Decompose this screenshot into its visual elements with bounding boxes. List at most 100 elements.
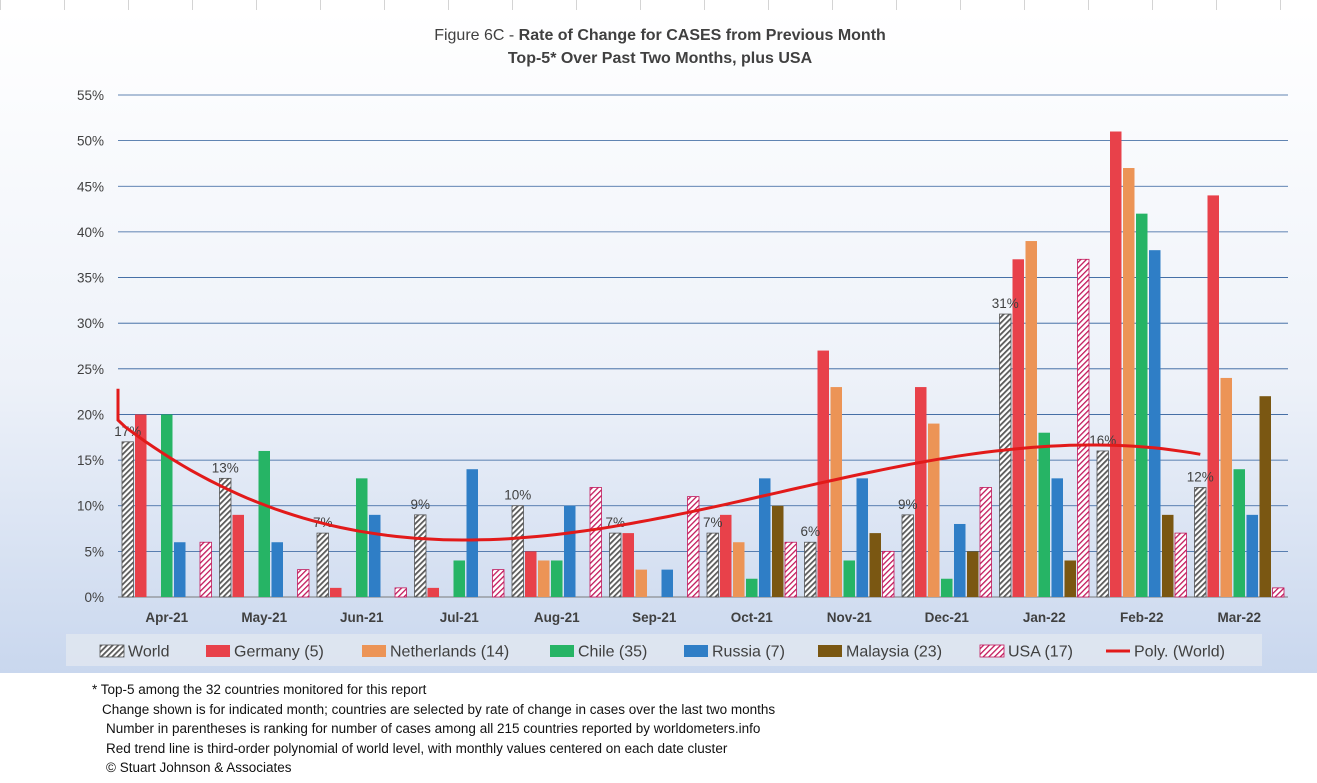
bar-russia-7-oct-21 [759, 478, 771, 597]
y-tick-label: 30% [77, 316, 104, 331]
x-tick-label: Apr-21 [145, 610, 188, 625]
bar-netherlands-14-dec-21 [928, 423, 940, 597]
bar-usa-17-mar-22 [1272, 587, 1285, 598]
y-tick-label: 20% [77, 407, 104, 422]
legend-label-malaysia-23: Malaysia (23) [846, 644, 942, 661]
chart-title-main: Rate of Change for CASES from Previous M… [519, 27, 886, 44]
bar-netherlands-14-nov-21 [830, 387, 842, 597]
bar-germany-5-dec-21 [915, 387, 927, 597]
chart-title: Figure 6C - Rate of Change for CASES fro… [434, 27, 886, 44]
x-tick-label: Jan-22 [1023, 610, 1066, 625]
legend-swatch-russia-7 [684, 645, 708, 657]
bar-usa-17-jul-21 [492, 569, 505, 598]
bar-chile-35-nov-21 [843, 560, 855, 597]
x-tick-label: Nov-21 [827, 610, 873, 625]
chart-area[interactable]: Figure 6C - Rate of Change for CASES fro… [0, 10, 1317, 673]
y-tick-label: 55% [77, 88, 104, 103]
chart: Figure 6C - Rate of Change for CASES fro… [66, 27, 1288, 666]
x-axis-ticks: Apr-21 May-21 Jun-21 Jul-21 Aug-21 Sep-21 Oct-… [145, 610, 1261, 625]
chart-subtitle: Top-5* Over Past Two Months, plus USA [508, 50, 813, 67]
footnote-3: Number in parentheses is ranking for num… [106, 721, 761, 737]
bar-russia-7-may-21 [271, 542, 283, 597]
data-label: 9% [410, 497, 430, 512]
legend-label-netherlands-14: Netherlands (14) [390, 644, 509, 661]
x-tick-label: Mar-22 [1217, 610, 1261, 625]
legend-swatch-germany-5 [206, 645, 230, 657]
bar-usa-17-may-21 [297, 569, 310, 598]
bar-chile-35-mar-22 [1233, 469, 1245, 597]
x-tick-label: Dec-21 [925, 610, 970, 625]
bar-netherlands-14-sep-21 [635, 569, 647, 597]
y-tick-label: 5% [84, 544, 104, 559]
bar-russia-7-mar-22 [1246, 514, 1258, 597]
bar-world-aug-21 [511, 505, 524, 598]
bar-germany-5-may-21 [232, 514, 244, 597]
bar-chile-35-jul-21 [453, 560, 465, 597]
data-label: 6% [800, 524, 820, 539]
bar-netherlands-14-jan-22 [1025, 241, 1037, 597]
bar-netherlands-14-oct-21 [733, 542, 745, 597]
legend-swatch-netherlands-14 [362, 645, 386, 657]
legend-label-russia-7: Russia (7) [712, 644, 785, 661]
bar-world-oct-21 [706, 532, 719, 598]
chart-title-prefix: Figure 6C - [434, 27, 518, 44]
bar-world-jul-21 [414, 514, 427, 598]
bar-chile-35-aug-21 [551, 560, 563, 597]
gridlines [118, 94, 1288, 598]
bar-netherlands-14-feb-22 [1123, 168, 1135, 597]
bar-malaysia-23-oct-21 [772, 505, 784, 597]
footnote-2: Change shown is for indicated month; cou… [102, 701, 776, 717]
data-label: 13% [212, 460, 239, 475]
y-tick-label: 25% [77, 362, 104, 377]
bar-chile-35-dec-21 [941, 578, 953, 597]
bar-russia-7-nov-21 [856, 478, 868, 597]
bar-chile-35-apr-21 [161, 414, 173, 597]
legend[interactable]: World Germany (5) Netherlands (14) Chile (3… [66, 634, 1262, 666]
data-label: 7% [703, 515, 723, 530]
x-tick-label: Jun-21 [340, 610, 384, 625]
bar-malaysia-23-mar-22 [1259, 396, 1271, 597]
bar-world-jan-22 [999, 313, 1012, 598]
bar-usa-17-sep-21 [687, 496, 700, 598]
bar-netherlands-14-mar-22 [1220, 377, 1232, 597]
bar-germany-5-feb-22 [1110, 131, 1122, 597]
bar-usa-17-aug-21 [589, 487, 602, 598]
bar-chile-35-may-21 [258, 450, 270, 597]
y-tick-label: 45% [77, 179, 104, 194]
legend-label-germany-5: Germany (5) [234, 644, 324, 661]
bar-usa-17-nov-21 [882, 550, 895, 598]
bar-germany-5-jan-22 [1012, 259, 1024, 597]
bar-chile-35-feb-22 [1136, 213, 1148, 597]
bar-malaysia-23-jan-22 [1064, 560, 1076, 597]
bar-russia-7-aug-21 [564, 505, 576, 597]
bar-russia-7-jan-22 [1051, 478, 1063, 597]
data-label: 9% [898, 497, 918, 512]
x-tick-label: Jul-21 [440, 610, 480, 625]
bar-usa-17-dec-21 [979, 487, 992, 598]
bar-world-nov-21 [804, 541, 817, 598]
bar-usa-17-apr-21 [199, 541, 212, 598]
legend-swatch-world [99, 644, 125, 658]
bar-netherlands-14-aug-21 [538, 560, 550, 597]
y-axis-ticks: 0% 5% 10% 15% 20% 25% 30% 35% 40% 45% 50% 55% [77, 88, 104, 605]
bar-groups [121, 131, 1285, 598]
data-label: 31% [992, 296, 1019, 311]
bar-germany-5-oct-21 [720, 514, 732, 597]
bar-usa-17-jan-22 [1077, 258, 1090, 598]
legend-label-world: World [128, 644, 170, 661]
bar-russia-7-dec-21 [954, 523, 966, 597]
bar-germany-5-jul-21 [427, 587, 439, 597]
bar-chile-35-oct-21 [746, 578, 758, 597]
x-tick-label: Sep-21 [632, 610, 677, 625]
bar-world-jun-21 [316, 532, 329, 598]
x-tick-label: Feb-22 [1120, 610, 1164, 625]
y-tick-label: 10% [77, 499, 104, 514]
bar-usa-17-jun-21 [394, 587, 407, 598]
bar-world-sep-21 [609, 532, 622, 598]
data-label: 10% [504, 488, 531, 503]
bar-germany-5-sep-21 [622, 533, 634, 597]
footnote-4: Red trend line is third-order polynomial… [106, 740, 728, 756]
footnote-5: © Stuart Johnson & Associates [106, 760, 292, 776]
y-tick-label: 15% [77, 453, 104, 468]
bar-germany-5-apr-21 [135, 414, 147, 597]
